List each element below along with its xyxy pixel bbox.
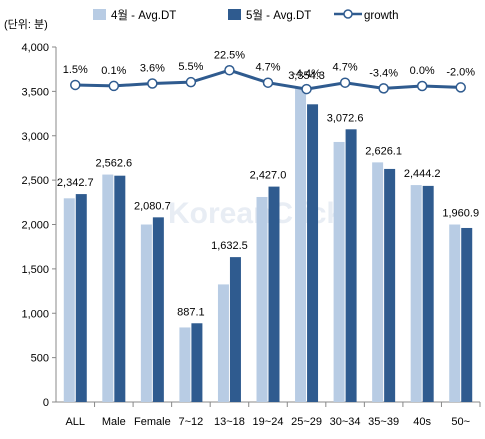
- bar-april: [217, 284, 229, 402]
- growth-label: 0.1%: [101, 65, 126, 77]
- x-tick-label: 13~18: [214, 416, 245, 428]
- y-tick-label: 1,000: [21, 308, 49, 320]
- y-tick-label: 1,500: [21, 264, 49, 276]
- bar-april: [372, 162, 384, 402]
- growth-label: 4.7%: [333, 62, 358, 74]
- bar-april: [140, 224, 152, 402]
- legend-swatch-may: [228, 9, 241, 20]
- y-tick-label: 3,500: [21, 86, 49, 98]
- growth-label: 0.0%: [410, 65, 435, 77]
- growth-label: 1.5%: [63, 64, 88, 76]
- bar-may: [114, 175, 126, 402]
- bar-data-label: 2,626.1: [365, 145, 402, 157]
- x-tick-label: Female: [134, 416, 171, 428]
- bar-may: [75, 194, 87, 402]
- bar-may: [384, 168, 396, 402]
- x-tick-label: Male: [102, 416, 126, 428]
- y-tick-label: 2,500: [21, 175, 49, 187]
- bar-may: [422, 185, 434, 402]
- bar-data-label: 3,072.6: [327, 112, 364, 124]
- x-tick-label: ALL: [65, 416, 85, 428]
- legend-swatch-april: [93, 9, 106, 20]
- bar-data-label: 2,444.2: [404, 168, 441, 180]
- bar-april: [102, 174, 114, 402]
- growth-marker: [378, 83, 389, 94]
- growth-label: -4.4%: [292, 68, 321, 80]
- growth-marker: [70, 79, 81, 91]
- growth-marker: [416, 80, 428, 92]
- bar-data-label: 1,960.9: [442, 208, 479, 220]
- growth-marker: [455, 82, 466, 93]
- growth-marker: [339, 77, 351, 88]
- legend-label-may: 5월 - Avg.DT: [246, 9, 311, 22]
- growth-marker: [185, 76, 197, 88]
- legend-label-growth: growth: [364, 10, 399, 22]
- growth-label: 3.6%: [140, 62, 165, 74]
- bar-april: [410, 185, 422, 402]
- growth-marker: [262, 77, 274, 88]
- bar-april: [333, 141, 345, 402]
- bar-data-label: 2,342.7: [57, 177, 94, 189]
- bar-may: [191, 323, 203, 402]
- x-tick-label: 40s: [413, 416, 431, 428]
- x-tick-label: 35~39: [368, 416, 399, 428]
- growth-label: -2.0%: [446, 66, 475, 78]
- y-tick-label: 4,000: [21, 42, 49, 54]
- legend-marker-growth: [343, 9, 353, 19]
- unit-label: (단위: 분): [4, 18, 48, 31]
- growth-label: 4.7%: [255, 62, 280, 74]
- x-tick-label: 7~12: [179, 416, 204, 428]
- bar-april: [63, 198, 75, 402]
- legend: 4월 - Avg.DT 5월 - Avg.DT growth: [93, 9, 399, 22]
- growth-marker: [108, 80, 120, 92]
- bar-april: [179, 327, 191, 402]
- bar-may: [461, 227, 473, 402]
- x-tick-label: 30~34: [330, 416, 361, 428]
- chart-axes: 0 500 1,000 1,500 2,000 2,500 3,000 3,500 4,000 A…: [21, 42, 481, 428]
- bar-may: [229, 257, 241, 402]
- y-tick-label: 2,000: [21, 220, 49, 232]
- bar-may: [268, 186, 280, 402]
- x-tick-label: 50~: [451, 416, 470, 428]
- bar-data-label: 2,427.0: [250, 170, 287, 182]
- bar-may: [307, 104, 319, 402]
- x-tick-label: 25~29: [291, 416, 322, 428]
- legend-label-april: 4월 - Avg.DT: [111, 9, 176, 22]
- growth-marker: [301, 83, 312, 95]
- bar-april: [449, 224, 461, 402]
- bar-data-label: 3,354.3: [288, 70, 325, 82]
- y-tick-label: 500: [31, 353, 49, 365]
- bar-data-labels: 2,342.72,562.6 2,080.7 887.1 1,632.5 2,427.0…: [57, 70, 479, 318]
- y-tick-label: 3,000: [21, 131, 49, 143]
- y-tick-label: 0: [43, 397, 49, 409]
- bar-may: [345, 129, 357, 402]
- bar-april: [256, 196, 268, 402]
- bar-data-label: 1,632.5: [211, 240, 248, 252]
- bar-data-label: 2,080.7: [134, 200, 171, 212]
- growth-marker: [147, 78, 158, 89]
- bar-april: [295, 86, 307, 402]
- growth-marker: [224, 65, 235, 76]
- bar-data-label: 887.1: [177, 306, 205, 318]
- growth-label: 5.5%: [178, 61, 203, 73]
- growth-label: -3.4%: [369, 67, 398, 79]
- x-tick-label: 19~24: [253, 416, 284, 428]
- growth-label: 22.5%: [214, 49, 245, 61]
- bar-data-label: 2,562.6: [95, 158, 132, 170]
- bar-may: [152, 217, 164, 402]
- growth-line: 1.5% 0.1% 3.6% 5.5% 22.5% 4.7% -4.4% 4.7% -3.4% 0…: [63, 49, 475, 95]
- bars: [63, 86, 473, 402]
